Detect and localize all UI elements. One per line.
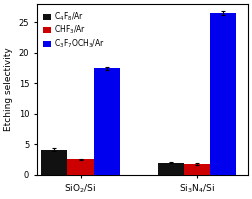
Bar [68,159,93,175]
Bar [184,164,210,175]
Legend: C$_4$F$_8$/Ar, CHF$_3$/Ar, C$_3$F$_7$OCH$_3$/Ar: C$_4$F$_8$/Ar, CHF$_3$/Ar, C$_3$F$_7$OCH… [41,8,107,52]
Bar [158,163,184,175]
Bar [41,150,68,175]
Bar [210,13,236,175]
Y-axis label: Etching selectivity: Etching selectivity [4,48,13,131]
Bar [93,68,120,175]
